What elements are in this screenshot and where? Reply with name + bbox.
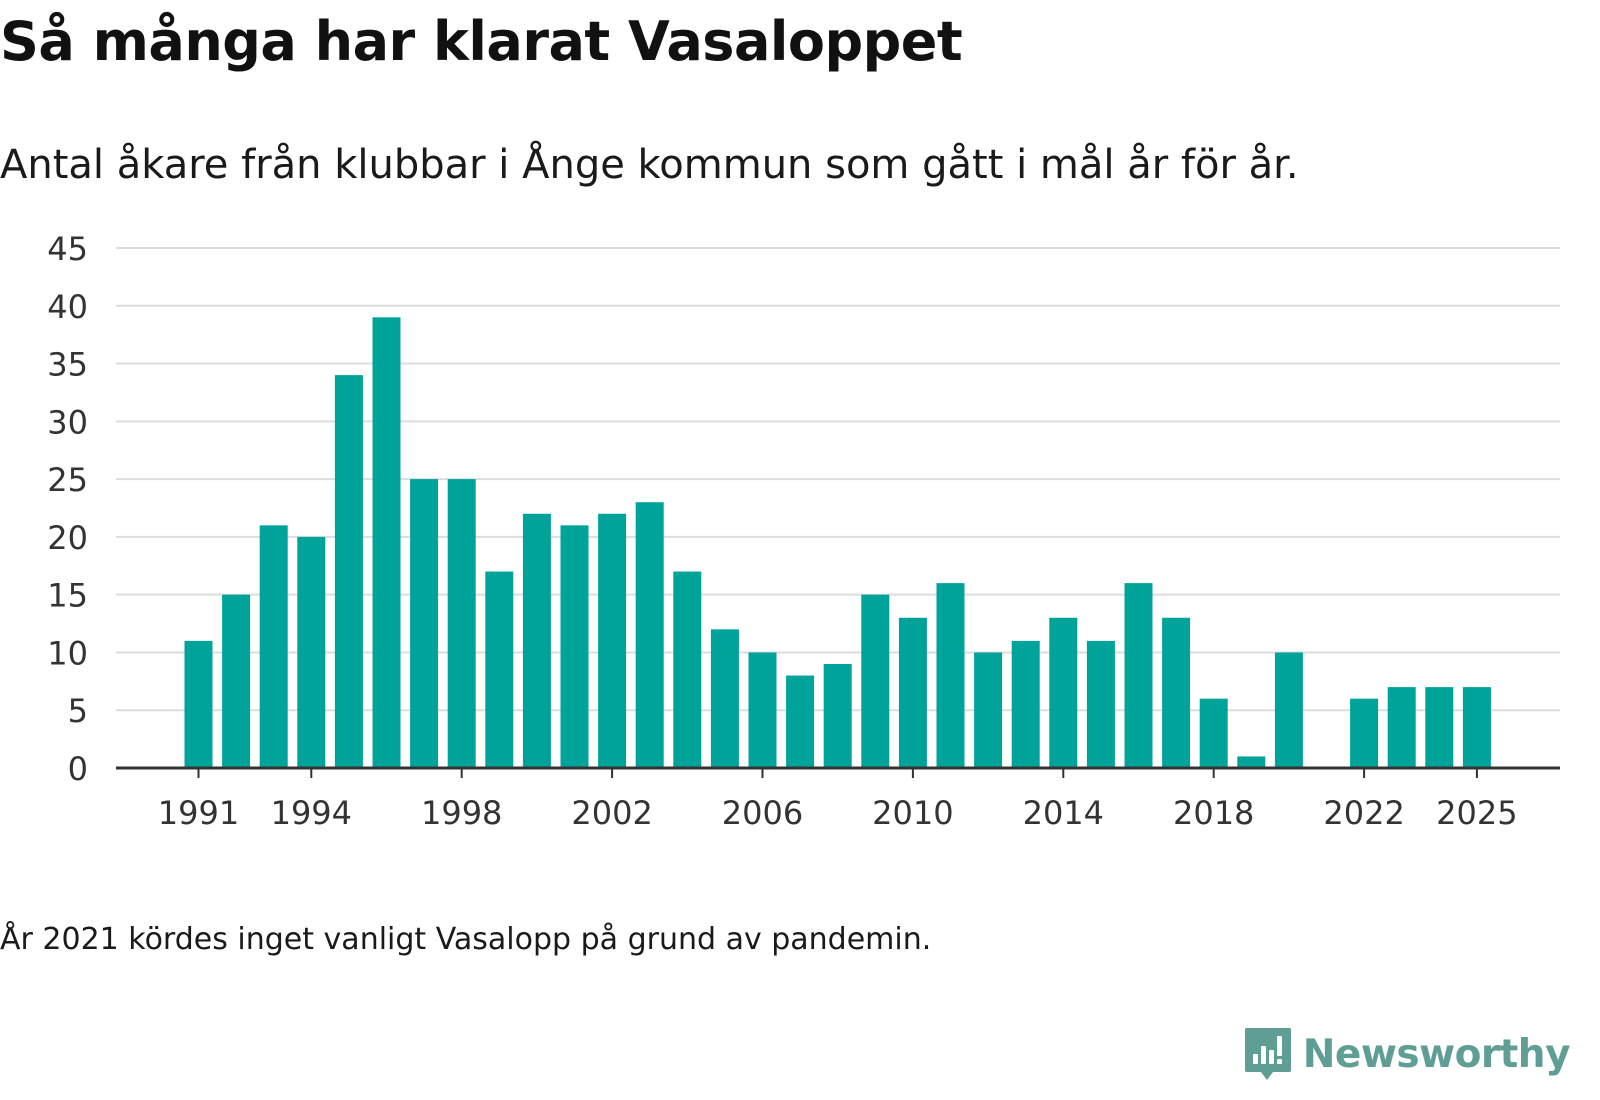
bar-2019: [1237, 756, 1266, 768]
brand-logo: Newsworthy: [1243, 1026, 1571, 1082]
x-tick-label: 2018: [1173, 794, 1254, 832]
chart-title: Så många har klarat Vasaloppet: [0, 10, 963, 73]
bar-2022: [1350, 698, 1379, 768]
y-tick-label: 45: [47, 230, 88, 268]
bar-2024: [1425, 687, 1454, 768]
bar-2007: [786, 675, 815, 768]
x-tick-label: 2014: [1023, 794, 1104, 832]
newsworthy-logo-icon: [1244, 1028, 1291, 1080]
x-tick-label: 1994: [271, 794, 352, 832]
bar-1991: [184, 640, 213, 768]
x-tick-label: 2006: [722, 794, 803, 832]
bar-2006: [748, 652, 777, 768]
bar-2010: [898, 617, 927, 768]
bar-1996: [372, 317, 401, 768]
bar-2017: [1162, 617, 1191, 768]
y-tick-label: 10: [47, 634, 88, 672]
bar-2020: [1274, 652, 1303, 768]
bar-1995: [334, 375, 363, 768]
y-tick-label: 5: [68, 692, 88, 730]
bar-2025: [1462, 687, 1491, 768]
bar-2009: [861, 594, 890, 768]
y-axis-ticks: 0 5 10 15 20 25 30 35 40 45: [47, 230, 88, 788]
bar-2014: [1049, 617, 1078, 768]
bar-1992: [222, 594, 251, 768]
x-tick-label: 1998: [421, 794, 502, 832]
y-tick-label: 25: [47, 461, 88, 499]
y-tick-label: 20: [47, 519, 88, 557]
x-tick-label: 2022: [1323, 794, 1404, 832]
bars: [184, 317, 1491, 768]
bar-1993: [259, 525, 288, 768]
bar-1998: [447, 479, 476, 768]
x-tick-label: 2025: [1436, 794, 1517, 832]
x-tick-label: 1991: [158, 794, 239, 832]
bar-2011: [936, 583, 965, 768]
footnote: År 2021 kördes inget vanligt Vasalopp på…: [0, 922, 932, 957]
bar-2016: [1124, 583, 1153, 768]
bar-2023: [1387, 687, 1416, 768]
x-tick-label: 2010: [872, 794, 953, 832]
bar-1994: [297, 536, 326, 768]
brand-name: Newsworthy: [1302, 1031, 1571, 1077]
x-tick-label: 2002: [571, 794, 652, 832]
bar-2005: [710, 629, 739, 768]
bar-2001: [560, 525, 589, 768]
y-tick-label: 35: [47, 346, 88, 384]
bar-2018: [1199, 698, 1228, 768]
x-axis-ticks: 1991 1994 1998 2002 2006 2010 2014 2018 2022 2025: [158, 768, 1518, 832]
bar-2000: [522, 513, 551, 768]
y-tick-label: 15: [47, 577, 88, 615]
bar-2004: [673, 571, 702, 768]
bar-2015: [1086, 640, 1115, 768]
bar-2012: [974, 652, 1003, 768]
y-tick-label: 30: [47, 403, 88, 441]
bar-2002: [598, 513, 627, 768]
bar-1997: [410, 479, 439, 768]
bar-2003: [635, 502, 664, 768]
bar-2013: [1011, 640, 1040, 768]
gridlines: [116, 247, 1560, 712]
chart-subtitle: Antal åkare från klubbar i Ånge kommun s…: [0, 142, 1299, 188]
bar-2008: [823, 664, 852, 768]
y-tick-label: 0: [68, 750, 88, 788]
y-tick-label: 40: [47, 288, 88, 326]
bar-1999: [485, 571, 514, 768]
